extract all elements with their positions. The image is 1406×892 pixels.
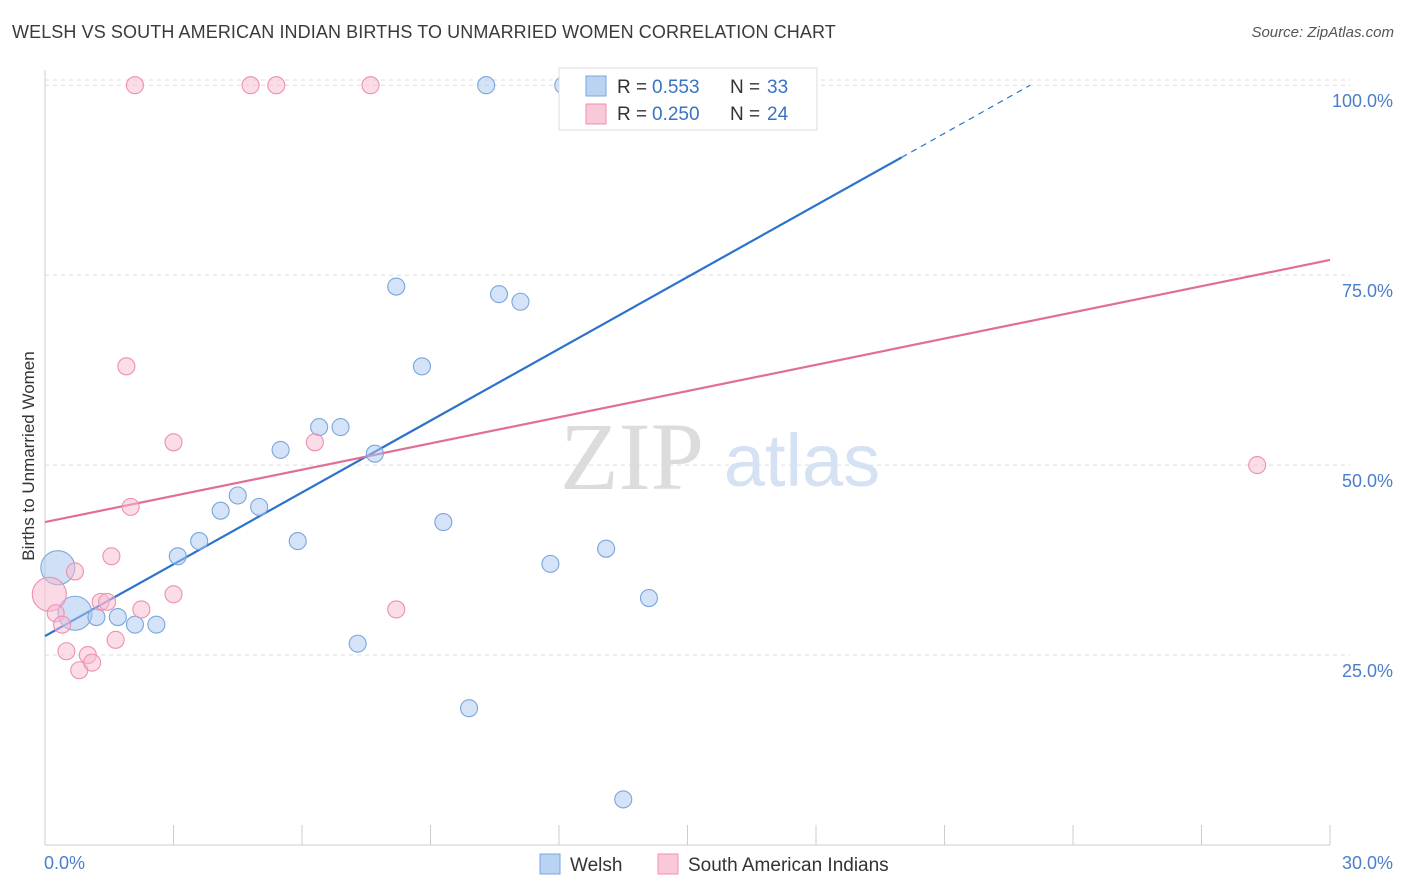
point-series-0-3 [108, 608, 127, 627]
trend-line-series-0 [44, 156, 903, 638]
point-series-0-8 [211, 501, 230, 520]
watermark-zip: ZIP [560, 403, 704, 510]
legend-n-value-2: 24 [767, 104, 789, 125]
point-series-1-11 [106, 630, 125, 649]
x-tick-label-min: 0.0% [44, 853, 85, 873]
point-series-1-15 [132, 600, 151, 619]
point-series-1-20 [305, 433, 324, 452]
point-series-0-18 [412, 357, 431, 376]
correlation-legend: R = 0.553 N = 33 R = 0.250 N = 24 [558, 67, 818, 131]
legend-r-label-2: R = [617, 104, 647, 125]
point-series-1-19 [267, 76, 286, 95]
point-series-1-9 [98, 592, 117, 611]
point-series-1-3 [57, 642, 76, 661]
point-series-1-16 [164, 433, 183, 452]
point-series-0-15 [348, 634, 367, 653]
point-series-0-4 [125, 615, 144, 634]
point-series-1-22 [387, 600, 406, 619]
point-series-0-13 [310, 418, 329, 437]
y-tick-label-0: 25.0% [1342, 661, 1393, 681]
legend-r-value-2: 0.250 [652, 104, 700, 125]
point-series-0-16 [365, 444, 384, 463]
source-credit: Source: ZipAtlas.com [1251, 24, 1394, 41]
y-tick-label-1: 50.0% [1342, 471, 1393, 491]
point-series-1-21 [361, 76, 380, 95]
point-series-0-22 [489, 285, 509, 304]
point-series-0-27 [597, 539, 616, 558]
tick-labels: 25.0% 50.0% 75.0% 100.0% 0.0% 30.0% [44, 91, 1393, 873]
point-series-0-17 [387, 277, 406, 296]
point-series-1-10 [102, 547, 121, 566]
gridlines [45, 79, 1350, 656]
legend-n-label-2: N = [730, 104, 760, 125]
point-series-1-13 [121, 497, 140, 516]
point-series-1-2 [53, 615, 72, 634]
series-legend: Welsh South American Indians [539, 853, 889, 876]
point-series-0-21 [477, 76, 496, 95]
point-series-0-29 [639, 589, 659, 608]
point-series-1-12 [117, 357, 136, 376]
point-series-1-4 [65, 562, 85, 581]
legend-n-label-1: N = [730, 77, 760, 98]
point-series-0-12 [288, 532, 307, 551]
point-series-0-19 [434, 513, 453, 532]
chart-title: WELSH VS SOUTH AMERICAN INDIAN BIRTHS TO… [12, 22, 836, 42]
x-tick-label-max: 30.0% [1342, 853, 1393, 873]
legend-n-value-1: 33 [767, 77, 788, 98]
point-series-0-24 [541, 554, 560, 573]
legend-r-label-1: R = [617, 77, 647, 98]
legend-swatch-welsh [585, 75, 607, 97]
point-series-0-9 [228, 486, 247, 505]
point-series-0-2 [87, 608, 106, 627]
point-series-1-18 [241, 76, 260, 95]
trend-line-series-1 [44, 258, 1331, 524]
y-tick-label-3: 100.0% [1332, 91, 1393, 111]
point-series-0-28 [614, 790, 633, 809]
point-series-0-20 [459, 699, 479, 718]
point-series-0-10 [250, 497, 269, 516]
trend-line-extension-series-0 [901, 84, 1031, 158]
watermark-atlas: atlas [724, 419, 880, 502]
point-series-0-6 [168, 547, 187, 566]
y-tick-label-2: 75.0% [1342, 281, 1393, 301]
data-points [31, 76, 1267, 809]
trend-lines [44, 84, 1331, 638]
legend-r-value-1: 0.553 [652, 77, 700, 98]
y-axis-title: Births to Unmarried Women [19, 351, 38, 560]
point-series-1-14 [125, 76, 144, 95]
axes [44, 70, 1331, 846]
series-legend-label-south-american-indians: South American Indians [688, 855, 889, 876]
point-series-1-23 [1248, 456, 1267, 475]
series-legend-swatch-south-american-indians [657, 853, 679, 875]
point-series-1-7 [83, 653, 102, 672]
point-series-0-23 [511, 292, 530, 311]
point-series-0-7 [190, 532, 209, 551]
point-series-0-14 [331, 418, 350, 437]
legend-swatch-south-american-indians [585, 103, 607, 125]
series-legend-swatch-welsh [539, 853, 561, 875]
point-series-1-17 [164, 585, 183, 604]
point-series-0-5 [147, 615, 166, 634]
point-series-0-11 [271, 440, 290, 459]
series-legend-label-welsh: Welsh [570, 855, 622, 876]
watermark: ZIP atlas [560, 403, 880, 510]
